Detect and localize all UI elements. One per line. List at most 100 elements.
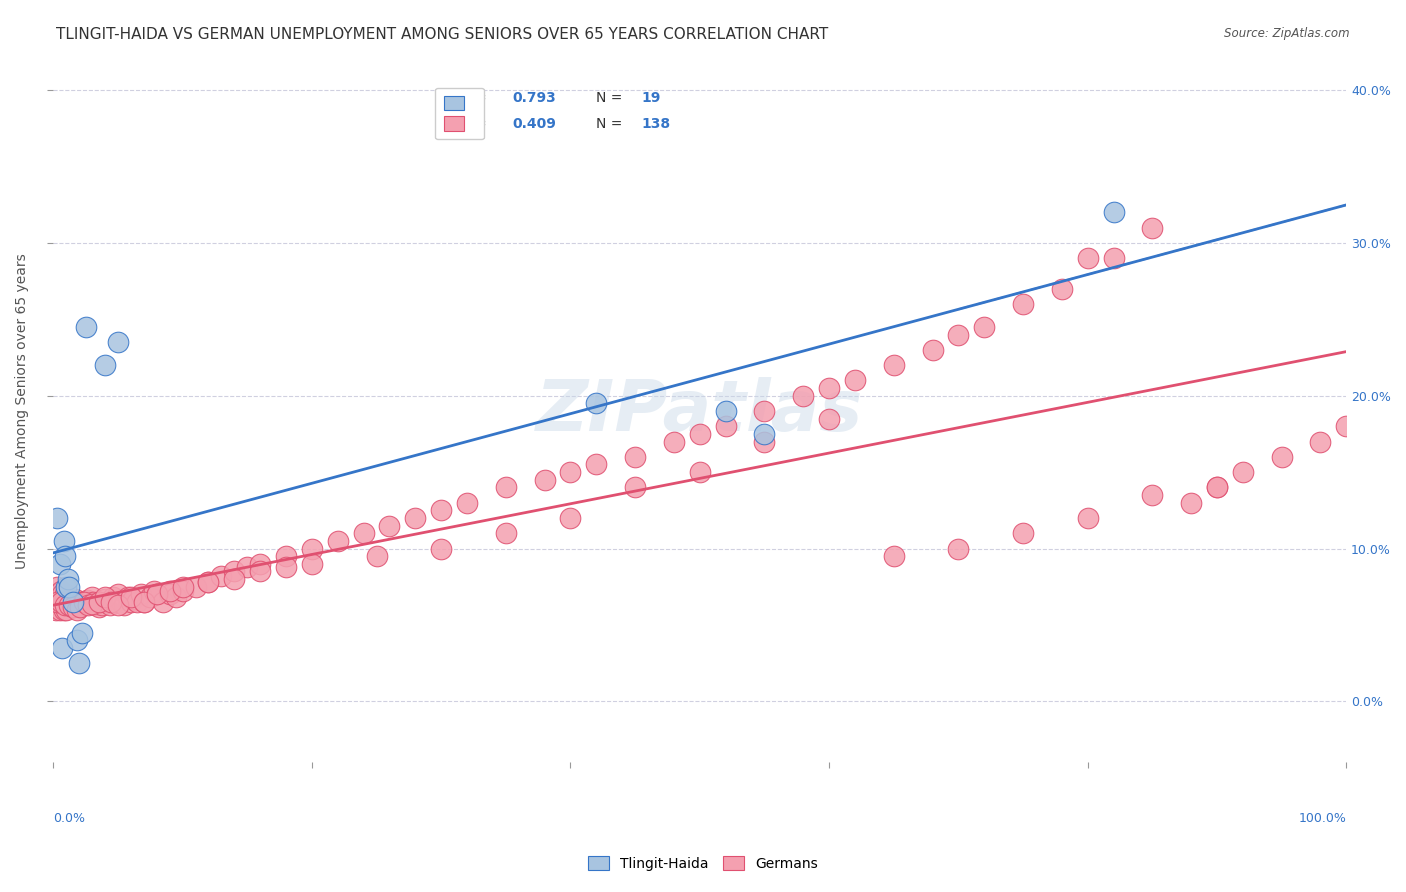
- Point: [456, 496, 478, 510]
- Point: [145, 587, 167, 601]
- Point: [46, 580, 69, 594]
- Point: [139, 591, 162, 605]
- Point: [209, 569, 232, 583]
- Point: [52, 595, 75, 609]
- Point: [69, 599, 91, 614]
- Point: [70, 598, 93, 612]
- Point: [301, 541, 323, 556]
- Point: [75, 320, 97, 334]
- Point: [883, 549, 905, 563]
- Point: [129, 587, 152, 601]
- Point: [63, 597, 86, 611]
- Point: [49, 584, 72, 599]
- Point: [921, 343, 943, 357]
- Text: TLINGIT-HAIDA VS GERMAN UNEMPLOYMENT AMONG SENIORS OVER 65 YEARS CORRELATION CHA: TLINGIT-HAIDA VS GERMAN UNEMPLOYMENT AMO…: [56, 27, 828, 42]
- Point: [714, 404, 737, 418]
- Point: [143, 584, 166, 599]
- Point: [65, 591, 87, 606]
- Point: [714, 419, 737, 434]
- Point: [172, 580, 194, 594]
- Point: [159, 587, 181, 601]
- Point: [1142, 220, 1164, 235]
- Point: [1077, 511, 1099, 525]
- Point: [49, 595, 72, 609]
- Point: [104, 595, 127, 609]
- Point: [495, 480, 517, 494]
- Point: [1077, 251, 1099, 265]
- Point: [49, 595, 72, 609]
- Y-axis label: Unemployment Among Seniors over 65 years: Unemployment Among Seniors over 65 years: [15, 253, 30, 569]
- Text: 100.0%: 100.0%: [1298, 812, 1347, 824]
- Point: [58, 598, 80, 612]
- Point: [754, 434, 776, 449]
- Point: [1050, 282, 1073, 296]
- Point: [378, 518, 401, 533]
- Point: [53, 598, 76, 612]
- Point: [127, 595, 149, 609]
- Point: [689, 465, 711, 479]
- Point: [818, 411, 841, 425]
- Point: [1012, 297, 1035, 311]
- Point: [82, 597, 104, 611]
- Text: N =: N =: [596, 117, 627, 131]
- Point: [172, 584, 194, 599]
- Point: [326, 533, 349, 548]
- Point: [1180, 496, 1202, 510]
- Point: [224, 565, 246, 579]
- Point: [94, 358, 117, 372]
- Point: [120, 591, 142, 605]
- Point: [67, 599, 90, 614]
- Point: [51, 595, 73, 609]
- Point: [82, 591, 104, 605]
- Point: [89, 595, 111, 609]
- Point: [48, 595, 70, 609]
- Point: [98, 598, 121, 612]
- Point: [100, 595, 122, 609]
- Point: [152, 595, 174, 609]
- Point: [48, 587, 70, 601]
- Point: [58, 580, 80, 594]
- Point: [236, 559, 259, 574]
- Point: [159, 584, 181, 599]
- Point: [948, 327, 970, 342]
- Point: [60, 595, 83, 609]
- Point: [44, 587, 66, 601]
- Point: [1142, 488, 1164, 502]
- Point: [224, 572, 246, 586]
- Point: [249, 565, 271, 579]
- Point: [75, 597, 97, 611]
- Point: [883, 358, 905, 372]
- Point: [165, 591, 187, 605]
- Point: [110, 595, 132, 609]
- Point: [51, 640, 73, 655]
- Point: [55, 595, 77, 609]
- Point: [844, 374, 866, 388]
- Point: [53, 587, 76, 601]
- Point: [58, 595, 80, 609]
- Point: [624, 450, 647, 464]
- Point: [49, 591, 72, 605]
- Point: [689, 426, 711, 441]
- Point: [132, 595, 155, 609]
- Point: [53, 591, 76, 605]
- Point: [197, 575, 219, 590]
- Point: [585, 396, 607, 410]
- Point: [107, 598, 129, 612]
- Point: [301, 557, 323, 571]
- Point: [107, 335, 129, 350]
- Point: [145, 587, 167, 601]
- Point: [46, 511, 69, 525]
- Point: [55, 580, 77, 594]
- Point: [560, 465, 582, 479]
- Point: [533, 473, 555, 487]
- Point: [82, 595, 104, 609]
- Point: [1206, 480, 1229, 494]
- Text: R =: R =: [461, 117, 491, 131]
- Text: ZIPatlas: ZIPatlas: [536, 376, 863, 445]
- Text: N =: N =: [596, 91, 627, 105]
- Point: [77, 598, 100, 612]
- Point: [274, 559, 297, 574]
- Point: [1102, 205, 1125, 219]
- Text: 0.0%: 0.0%: [53, 812, 86, 824]
- Point: [94, 591, 117, 605]
